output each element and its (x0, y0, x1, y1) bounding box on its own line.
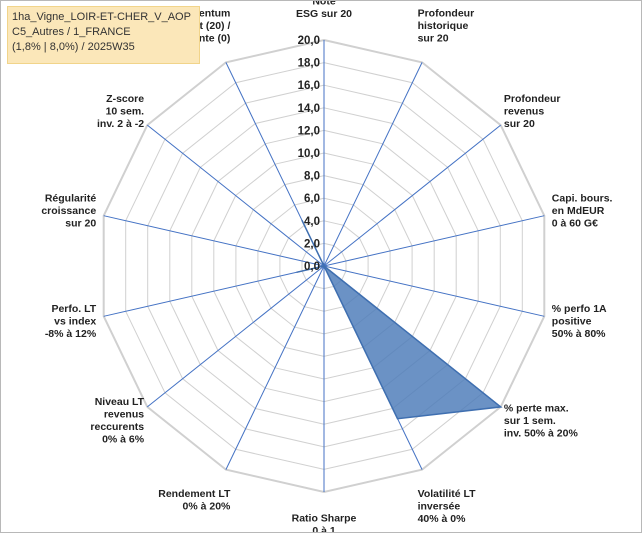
tick-label: 2,0 (304, 238, 320, 250)
axis-spoke (103, 265, 325, 317)
axis-label-layer: Note ESG sur 20 Profondeur historique sur 20… (41, 1, 612, 532)
header-line-1: 1ha_Vigne_LOIR-ET-CHER_V_AOP (12, 11, 191, 23)
tick-label: 10,0 (298, 148, 320, 160)
tick-label: 18,0 (298, 58, 320, 70)
axis-label: Profondeur revenus sur 20 (504, 93, 561, 130)
series-layer (296, 219, 503, 420)
tick-label: 16,0 (298, 80, 320, 92)
tick-label: 8,0 (304, 171, 320, 183)
spoke-layer (103, 40, 545, 492)
axis-label: Rendement LT 0% à 20% (158, 488, 231, 513)
axis-label: Note ESG sur 20 (296, 1, 352, 20)
axis-spoke (323, 124, 502, 267)
axis-spoke (323, 265, 545, 317)
axis-label: Profondeur historique sur 20 (418, 8, 475, 45)
tick-label: 6,0 (304, 193, 320, 205)
axis-spoke (323, 62, 423, 267)
axis-spoke (225, 265, 325, 470)
tick-label: 14,0 (298, 103, 320, 115)
tick-label: 20,0 (298, 35, 320, 47)
tick-label: 4,0 (304, 216, 320, 228)
axis-label: % perfo 1A positive 50% à 80% (552, 303, 607, 340)
axis-label: Régularité croissance sur 20 (41, 193, 96, 230)
axis-label: Perfo. LT vs index -8% à 12% (45, 303, 97, 340)
header-line-3: (1,8% | 8,0%) / 2025W35 (12, 41, 135, 53)
tick-label: 0,0 (304, 261, 320, 273)
tick-label: 12,0 (298, 125, 320, 137)
axis-spoke (103, 215, 325, 267)
header-line-2: C5_Autres / 1_FRANCE (12, 26, 131, 38)
series-area (296, 219, 503, 420)
axis-label: Volatilité LT inversée 40% à 0% (418, 488, 477, 525)
axis-spoke (323, 215, 545, 267)
axis-label: % perte max. sur 1 sem. inv. 50% à 20% (504, 402, 579, 439)
axis-spoke (146, 124, 325, 267)
axis-label: Niveau LT revenus reccurents 0% à 6% (90, 396, 144, 446)
tick-label-layer: 0,0 2,0 4,0 6,0 8,0 10,0 12,0 14,0 16,0 18,0 20,0 (298, 35, 320, 273)
axis-label: Z-score 10 sem. inv. 2 à -2 (97, 93, 144, 130)
axis-spoke (146, 265, 325, 408)
chart-header: 1ha_Vigne_LOIR-ET-CHER_V_AOP C5_Autres /… (7, 6, 200, 64)
axis-label: Capi. bours. en MdEUR 0 à 60 G€ (552, 193, 613, 230)
axis-label: Ratio Sharpe 0 à 1 (292, 513, 357, 533)
